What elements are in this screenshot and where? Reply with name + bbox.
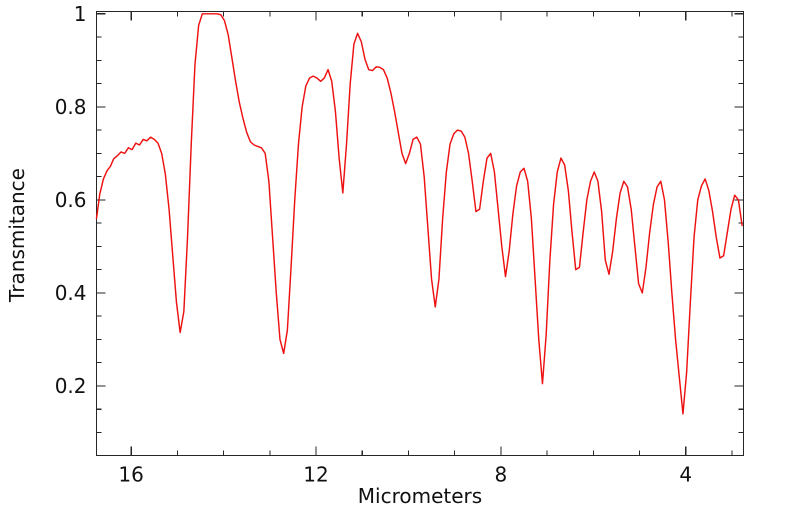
- y-axis-title: Transmitance: [5, 168, 29, 303]
- y-tick-label-4: 1: [74, 2, 87, 26]
- x-tick-label-2: 8: [495, 463, 508, 487]
- y-tick-label-0: 0.2: [55, 374, 87, 398]
- y-tick-label-1: 0.4: [55, 281, 87, 305]
- spectrum-line: [95, 13, 743, 415]
- y-tick-label-3: 0.8: [55, 95, 87, 119]
- x-axis-title: Micrometers: [358, 484, 482, 508]
- axis-tick-labels: 16 12 8 4 0.2 0.4 0.6 0.8 1: [55, 2, 692, 487]
- plot-frame: [95, 10, 745, 457]
- y-tick-label-2: 0.6: [55, 188, 87, 212]
- x-tick-label-0: 16: [118, 463, 143, 487]
- x-tick-label-1: 12: [303, 463, 328, 487]
- axis-ticks: [96, 11, 744, 456]
- x-tick-label-3: 4: [679, 463, 692, 487]
